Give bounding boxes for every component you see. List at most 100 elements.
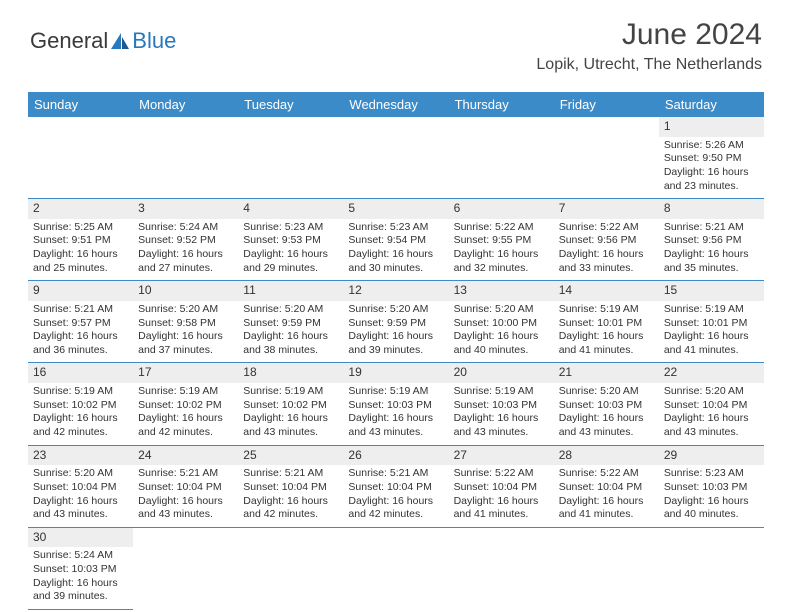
day-number: 21 bbox=[554, 363, 659, 383]
day-number: 3 bbox=[133, 199, 238, 219]
calendar-cell bbox=[554, 527, 659, 609]
cell-d1: Daylight: 16 hours bbox=[454, 495, 549, 509]
cell-d1: Daylight: 16 hours bbox=[559, 330, 654, 344]
day-number: 8 bbox=[659, 199, 764, 219]
cell-sunset: Sunset: 10:04 PM bbox=[138, 481, 233, 495]
day-number: 17 bbox=[133, 363, 238, 383]
day-number: 4 bbox=[238, 199, 343, 219]
cell-d2: and 29 minutes. bbox=[243, 262, 338, 276]
calendar-cell bbox=[449, 117, 554, 199]
cell-sunrise: Sunrise: 5:20 AM bbox=[138, 303, 233, 317]
cell-sunrise: Sunrise: 5:20 AM bbox=[33, 467, 128, 481]
cell-sunset: Sunset: 10:02 PM bbox=[33, 399, 128, 413]
cell-sunrise: Sunrise: 5:25 AM bbox=[33, 221, 128, 235]
calendar-cell bbox=[449, 527, 554, 609]
cell-sunset: Sunset: 10:02 PM bbox=[138, 399, 233, 413]
cell-sunset: Sunset: 10:01 PM bbox=[559, 317, 654, 331]
cell-d1: Daylight: 16 hours bbox=[138, 248, 233, 262]
calendar-cell: 11Sunrise: 5:20 AMSunset: 9:59 PMDayligh… bbox=[238, 281, 343, 363]
calendar-cell: 27Sunrise: 5:22 AMSunset: 10:04 PMDaylig… bbox=[449, 445, 554, 527]
calendar-cell: 16Sunrise: 5:19 AMSunset: 10:02 PMDaylig… bbox=[28, 363, 133, 445]
calendar-cell bbox=[343, 527, 448, 609]
cell-sunrise: Sunrise: 5:20 AM bbox=[559, 385, 654, 399]
cell-sunset: Sunset: 10:03 PM bbox=[454, 399, 549, 413]
day-number: 19 bbox=[343, 363, 448, 383]
cell-sunset: Sunset: 9:54 PM bbox=[348, 234, 443, 248]
day-number: 30 bbox=[28, 528, 133, 548]
day-number: 7 bbox=[554, 199, 659, 219]
cell-sunrise: Sunrise: 5:22 AM bbox=[454, 221, 549, 235]
day-number: 2 bbox=[28, 199, 133, 219]
calendar-cell bbox=[133, 527, 238, 609]
cell-d2: and 27 minutes. bbox=[138, 262, 233, 276]
calendar-cell: 3Sunrise: 5:24 AMSunset: 9:52 PMDaylight… bbox=[133, 199, 238, 281]
day-number: 10 bbox=[133, 281, 238, 301]
cell-d1: Daylight: 16 hours bbox=[454, 330, 549, 344]
day-number: 1 bbox=[659, 117, 764, 137]
cell-d2: and 33 minutes. bbox=[559, 262, 654, 276]
calendar-cell: 22Sunrise: 5:20 AMSunset: 10:04 PMDaylig… bbox=[659, 363, 764, 445]
calendar-cell: 8Sunrise: 5:21 AMSunset: 9:56 PMDaylight… bbox=[659, 199, 764, 281]
day-number: 9 bbox=[28, 281, 133, 301]
brand-part1: General bbox=[30, 28, 108, 54]
calendar-cell: 17Sunrise: 5:19 AMSunset: 10:02 PMDaylig… bbox=[133, 363, 238, 445]
cell-sunrise: Sunrise: 5:19 AM bbox=[559, 303, 654, 317]
cell-d1: Daylight: 16 hours bbox=[33, 412, 128, 426]
day-number: 16 bbox=[28, 363, 133, 383]
day-number: 13 bbox=[449, 281, 554, 301]
cell-d1: Daylight: 16 hours bbox=[664, 166, 759, 180]
cell-sunrise: Sunrise: 5:21 AM bbox=[138, 467, 233, 481]
cell-d2: and 25 minutes. bbox=[33, 262, 128, 276]
calendar-cell bbox=[238, 117, 343, 199]
cell-d2: and 23 minutes. bbox=[664, 180, 759, 194]
cell-d2: and 43 minutes. bbox=[664, 426, 759, 440]
cell-sunset: Sunset: 10:04 PM bbox=[454, 481, 549, 495]
cell-sunset: Sunset: 10:04 PM bbox=[559, 481, 654, 495]
weekday-header: Wednesday bbox=[343, 92, 448, 117]
calendar-cell: 23Sunrise: 5:20 AMSunset: 10:04 PMDaylig… bbox=[28, 445, 133, 527]
cell-sunrise: Sunrise: 5:23 AM bbox=[243, 221, 338, 235]
cell-d1: Daylight: 16 hours bbox=[33, 248, 128, 262]
cell-d1: Daylight: 16 hours bbox=[664, 412, 759, 426]
calendar-cell: 29Sunrise: 5:23 AMSunset: 10:03 PMDaylig… bbox=[659, 445, 764, 527]
calendar-cell bbox=[133, 117, 238, 199]
cell-sunrise: Sunrise: 5:19 AM bbox=[454, 385, 549, 399]
calendar-cell: 26Sunrise: 5:21 AMSunset: 10:04 PMDaylig… bbox=[343, 445, 448, 527]
cell-d2: and 43 minutes. bbox=[454, 426, 549, 440]
cell-sunrise: Sunrise: 5:21 AM bbox=[664, 221, 759, 235]
location-text: Lopik, Utrecht, The Netherlands bbox=[536, 56, 762, 74]
cell-d2: and 38 minutes. bbox=[243, 344, 338, 358]
title-block: June 2024 Lopik, Utrecht, The Netherland… bbox=[536, 18, 762, 74]
cell-d2: and 43 minutes. bbox=[559, 426, 654, 440]
calendar-cell: 19Sunrise: 5:19 AMSunset: 10:03 PMDaylig… bbox=[343, 363, 448, 445]
cell-sunset: Sunset: 10:04 PM bbox=[348, 481, 443, 495]
cell-d1: Daylight: 16 hours bbox=[33, 577, 128, 591]
cell-d2: and 42 minutes. bbox=[33, 426, 128, 440]
day-number: 23 bbox=[28, 446, 133, 466]
cell-sunrise: Sunrise: 5:22 AM bbox=[559, 467, 654, 481]
cell-sunrise: Sunrise: 5:19 AM bbox=[348, 385, 443, 399]
calendar-cell bbox=[343, 117, 448, 199]
cell-d2: and 41 minutes. bbox=[559, 508, 654, 522]
cell-d2: and 39 minutes. bbox=[348, 344, 443, 358]
cell-sunrise: Sunrise: 5:23 AM bbox=[348, 221, 443, 235]
weekday-header: Thursday bbox=[449, 92, 554, 117]
calendar-cell: 30Sunrise: 5:24 AMSunset: 10:03 PMDaylig… bbox=[28, 527, 133, 609]
cell-sunset: Sunset: 10:00 PM bbox=[454, 317, 549, 331]
cell-d2: and 37 minutes. bbox=[138, 344, 233, 358]
cell-sunset: Sunset: 9:50 PM bbox=[664, 152, 759, 166]
brand-part2: Blue bbox=[132, 28, 176, 54]
cell-sunset: Sunset: 10:04 PM bbox=[243, 481, 338, 495]
cell-d1: Daylight: 16 hours bbox=[454, 412, 549, 426]
day-number: 6 bbox=[449, 199, 554, 219]
cell-sunrise: Sunrise: 5:22 AM bbox=[559, 221, 654, 235]
cell-d2: and 43 minutes. bbox=[138, 508, 233, 522]
cell-sunset: Sunset: 9:59 PM bbox=[348, 317, 443, 331]
calendar-cell: 24Sunrise: 5:21 AMSunset: 10:04 PMDaylig… bbox=[133, 445, 238, 527]
cell-d2: and 41 minutes. bbox=[559, 344, 654, 358]
calendar-cell: 5Sunrise: 5:23 AMSunset: 9:54 PMDaylight… bbox=[343, 199, 448, 281]
day-number: 12 bbox=[343, 281, 448, 301]
weekday-header: Sunday bbox=[28, 92, 133, 117]
cell-d2: and 40 minutes. bbox=[454, 344, 549, 358]
cell-sunrise: Sunrise: 5:21 AM bbox=[348, 467, 443, 481]
